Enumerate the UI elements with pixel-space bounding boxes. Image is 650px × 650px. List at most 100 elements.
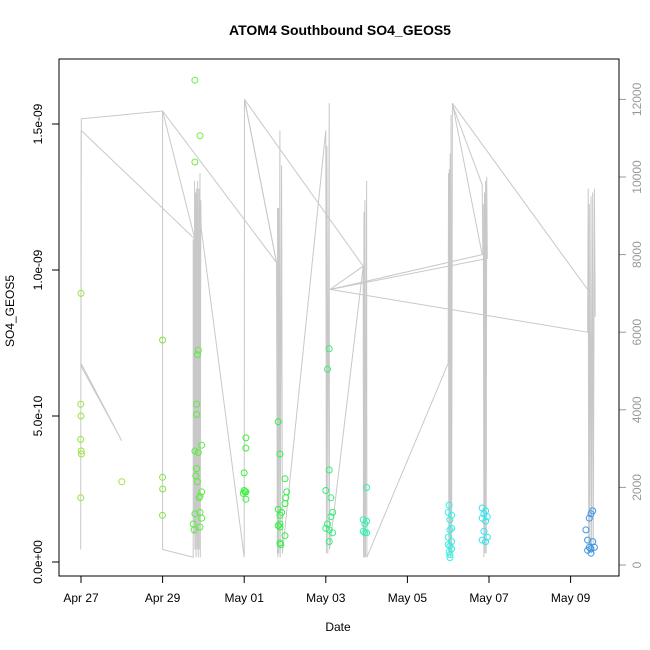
data-point (363, 484, 371, 491)
data-point (193, 351, 201, 359)
data-point (196, 492, 204, 500)
data-point (482, 517, 490, 525)
data-point (322, 524, 330, 532)
data-point (242, 495, 250, 503)
data-point (363, 517, 371, 525)
y-axis-label: SO4_GEOS5 (3, 275, 17, 347)
data-point (325, 345, 333, 353)
data-point (193, 400, 201, 408)
data-point (242, 434, 250, 442)
data-point (274, 522, 282, 529)
y2-tick-label: 0 (630, 561, 644, 568)
data-point (281, 475, 289, 483)
data-point (585, 514, 593, 522)
y-tick-label: 5.0e-10 (31, 395, 45, 436)
y2-tick-label: 6000 (630, 319, 644, 346)
data-point (276, 511, 284, 519)
data-point (327, 513, 335, 521)
data-point (446, 516, 454, 524)
data-point (448, 524, 456, 532)
data-point (274, 418, 282, 426)
data-point (444, 533, 452, 541)
data-point (327, 494, 335, 502)
y2-tick-label: 4000 (630, 396, 644, 423)
data-point (446, 551, 454, 559)
data-point (196, 523, 204, 531)
data-point (240, 469, 248, 477)
altitude-track-layer (80, 99, 596, 558)
data-point (444, 541, 452, 548)
data-point (194, 449, 202, 456)
altitude-track-line (80, 99, 596, 558)
data-point (324, 365, 331, 373)
x-tick-label: May 01 (225, 591, 265, 605)
data-point (281, 500, 289, 508)
data-point (77, 450, 85, 458)
data-point (191, 158, 199, 166)
data-point (240, 487, 248, 494)
altitude-overview-line (80, 99, 589, 290)
data-point (363, 529, 371, 537)
data-point (478, 536, 486, 544)
data-point (77, 435, 85, 443)
data-point (77, 289, 85, 297)
data-point (193, 465, 201, 473)
data-point (482, 538, 490, 546)
data-point (194, 346, 202, 354)
data-point (445, 501, 453, 509)
data-point (191, 76, 199, 84)
data-point (276, 520, 284, 528)
data-point (190, 526, 198, 534)
data-point (587, 510, 595, 518)
data-point (329, 529, 337, 537)
y-tick-label: 0.0e+00 (31, 540, 45, 584)
y2-tick-label: 12000 (630, 82, 644, 116)
data-point (77, 447, 85, 455)
data-point (325, 466, 333, 474)
data-point (483, 533, 491, 541)
data-point (77, 494, 85, 502)
data-points-layer (77, 76, 598, 562)
data-point (359, 516, 367, 524)
x-tick-label: May 07 (469, 591, 509, 605)
x-tick-label: May 03 (306, 591, 346, 605)
data-point (159, 336, 167, 344)
data-point (191, 447, 199, 455)
data-point (322, 487, 330, 494)
data-point (277, 541, 285, 548)
data-point (587, 549, 595, 557)
data-point (448, 511, 456, 519)
data-point (196, 132, 204, 140)
chart-title: ATOM4 Southbound SO4_GEOS5 (229, 22, 451, 38)
data-point (191, 510, 199, 518)
plot-frame (58, 58, 620, 577)
data-point (198, 441, 206, 449)
data-point (276, 450, 284, 458)
data-point (446, 526, 454, 534)
x-tick-label: May 05 (388, 591, 428, 605)
y2-tick-label: 10000 (630, 160, 644, 194)
data-point (118, 478, 126, 486)
data-point (193, 411, 201, 418)
data-point (483, 513, 491, 521)
data-point (281, 532, 289, 540)
data-point (198, 514, 206, 522)
data-point (590, 543, 598, 551)
x-tick-label: Apr 29 (145, 591, 181, 605)
data-point (159, 473, 167, 481)
data-point (276, 523, 284, 531)
x-axis-label: Date (325, 620, 351, 634)
data-point (276, 539, 284, 547)
data-point (159, 511, 166, 519)
data-point (193, 478, 201, 486)
data-point (480, 527, 488, 535)
y-tick-label: 1.0e-09 (31, 249, 45, 290)
x-tick-label: Apr 27 (63, 591, 99, 605)
y2-tick-label: 2000 (630, 474, 644, 501)
y-tick-label: 1.5e-09 (31, 103, 45, 144)
data-point (242, 488, 250, 496)
data-point (446, 554, 454, 562)
data-point (582, 526, 590, 534)
